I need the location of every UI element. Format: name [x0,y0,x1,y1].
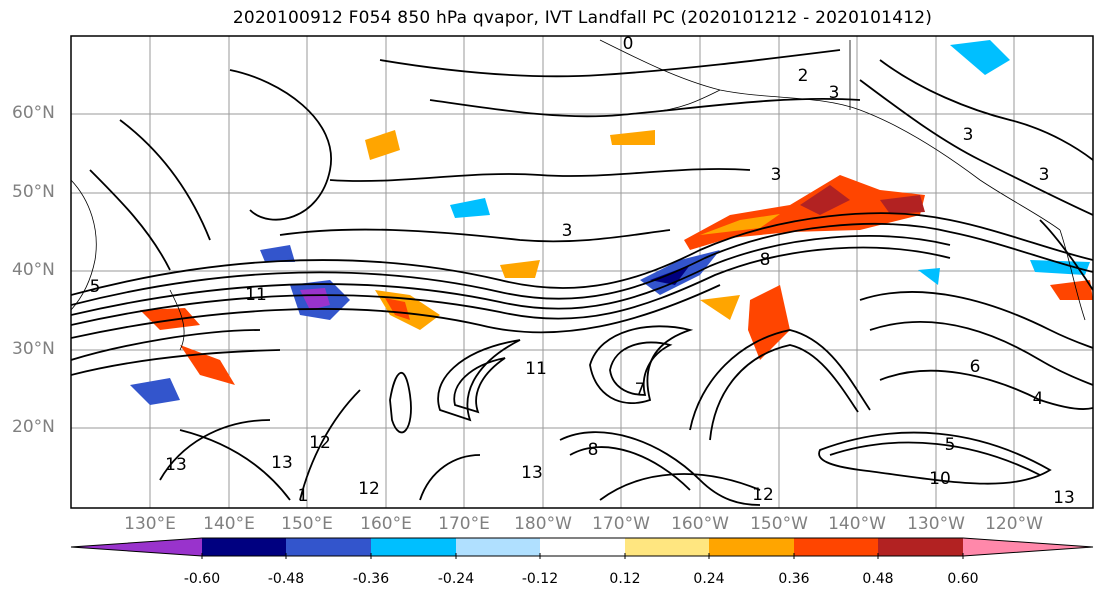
lon-label: 140°E [203,514,255,534]
colorbar-tick-label: -0.60 [183,571,221,587]
lon-label: 170°W [592,514,650,534]
lon-label: 170°E [438,514,490,534]
lon-label: 130°W [907,514,965,534]
colorbar-segment [878,538,963,556]
ivt-contours [71,49,1093,506]
colorbar-segment [371,538,456,556]
colorbar-tick-label: 0.60 [947,571,979,587]
lat-label: 60°N [12,103,55,123]
colorbar-tick-label: 0.24 [693,571,725,587]
colorbar-segment [286,538,371,556]
colorbar-tick-label: -0.36 [352,571,390,587]
lon-label: 140°W [828,514,886,534]
colorbar-segment [963,538,1093,556]
lon-label: 160°E [360,514,412,534]
graticule [71,36,1093,508]
colorbar-segment [71,538,202,556]
lon-label: 150°E [281,514,333,534]
colorbar-segment [540,538,625,556]
lat-label: 40°N [12,260,55,280]
colorbar-segment [456,538,540,556]
colorbar-tick-label: -0.24 [437,571,475,587]
colorbar-segment [625,538,709,556]
qvapor-anomaly-fill [130,40,1093,405]
coastlines [71,39,1086,351]
colorbar-segment [709,538,794,556]
colorbar-tick-label: 0.36 [778,571,810,587]
colorbar-segment [202,538,286,556]
colorbar-tick-label: 0.12 [609,571,641,587]
lon-label: 130°E [124,514,176,534]
colorbar-tick-label: -0.12 [521,571,559,587]
lat-label: 20°N [12,417,55,437]
plot-title: 2020100912 F054 850 hPa qvapor, IVT Land… [232,8,933,28]
lon-label: 150°W [750,514,808,534]
lat-label: 50°N [12,182,55,202]
colorbar-tick-label: 0.48 [862,571,894,587]
lon-label: 160°W [671,514,729,534]
lon-label: 120°W [985,514,1043,534]
colorbar-tick-label: -0.48 [267,571,305,587]
lat-label: 30°N [12,339,55,359]
colorbar-segment [794,538,878,556]
lon-label: 180°W [514,514,572,534]
